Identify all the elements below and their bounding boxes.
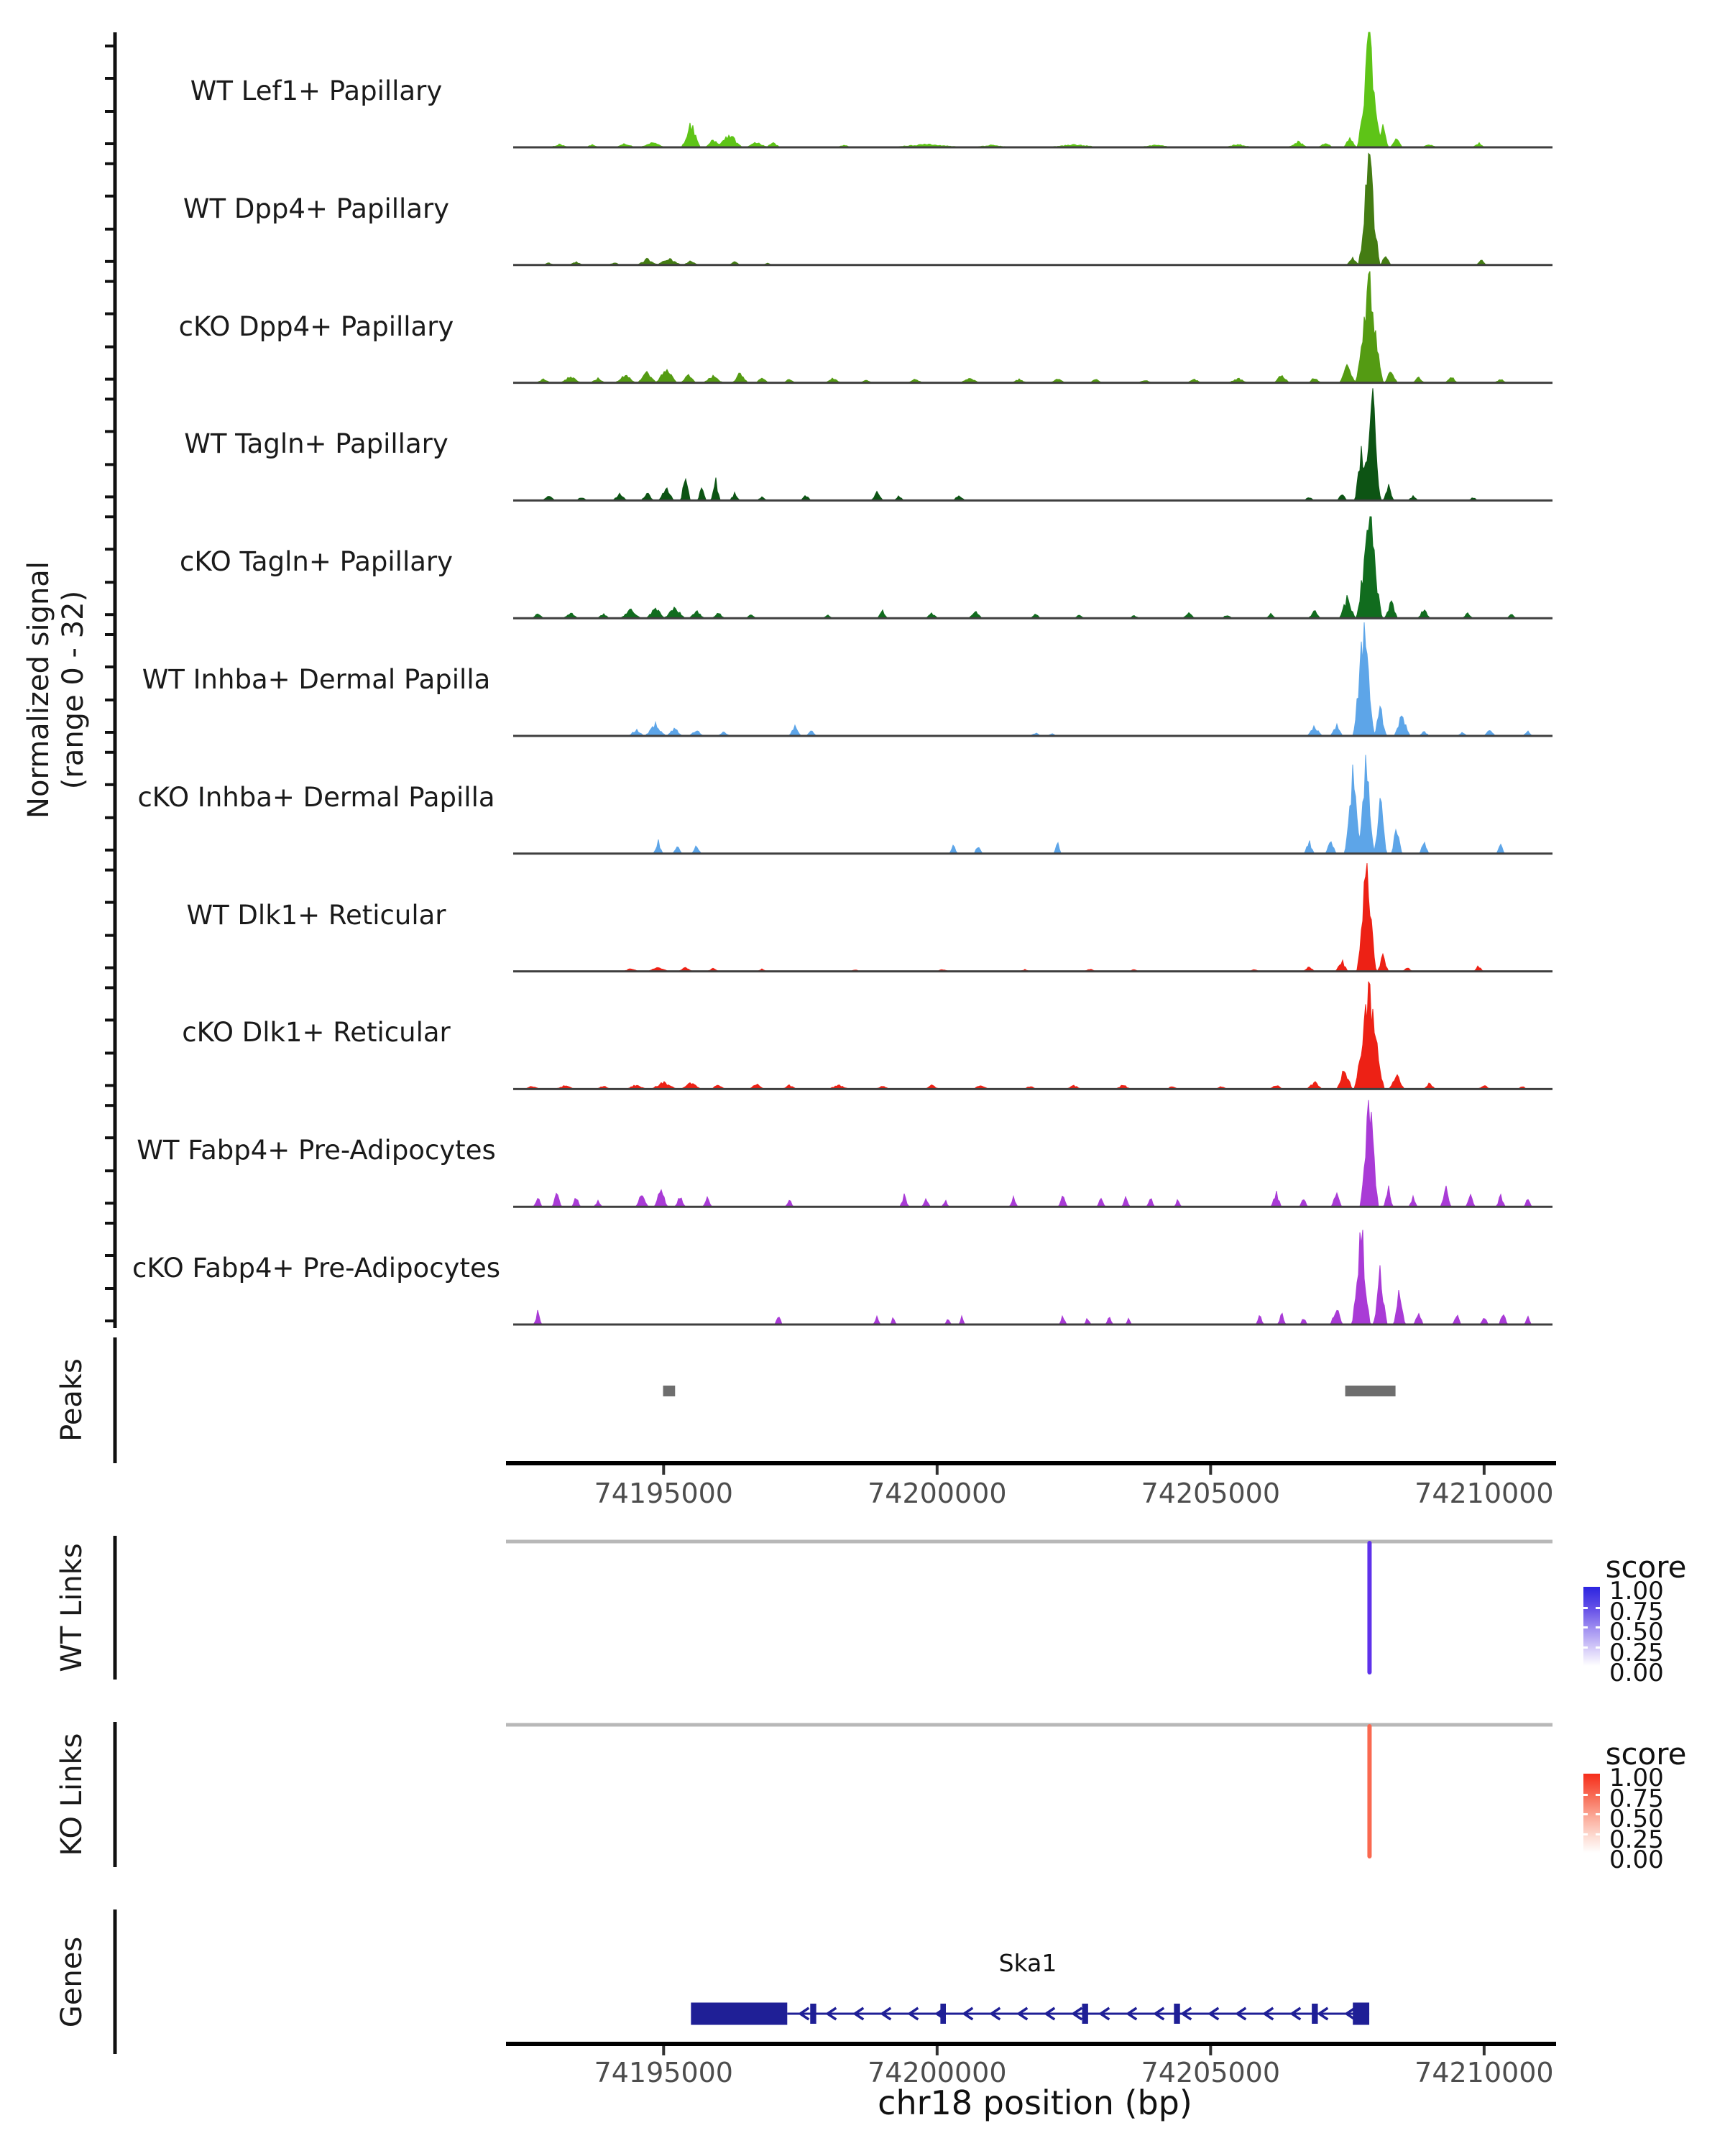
coverage-trace xyxy=(513,863,1552,972)
coverage-trace xyxy=(513,1100,1552,1207)
gene-strand-arrow xyxy=(989,2007,1001,2021)
gene-strand-arrow xyxy=(1180,2007,1192,2021)
x-axis-label: chr18 position (bp) xyxy=(878,2083,1192,2122)
legend-bar-tick xyxy=(1583,1793,1588,1796)
x-tick-label: 74205000 xyxy=(1141,2057,1281,2088)
gene-exon-tick xyxy=(810,2004,816,2024)
track-label: WT Lef1+ Papillary xyxy=(190,75,443,106)
legend-bar-tick xyxy=(1596,1833,1600,1835)
track-label: WT Dlk1+ Reticular xyxy=(186,899,446,931)
legend-tick-label: 1.00 xyxy=(1609,1764,1664,1792)
track-label: cKO Inhba+ Dermal Papilla xyxy=(137,781,495,813)
coverage-trace xyxy=(513,981,1552,1089)
x-tick-label: 74195000 xyxy=(594,2057,733,2088)
gene-strand-arrow xyxy=(1071,2007,1083,2021)
gene-name-label: Ska1 xyxy=(998,1949,1057,1977)
genes-section-label: Genes xyxy=(55,1936,88,2028)
gene-strand-arrow xyxy=(852,2007,865,2021)
track-label: WT Inhba+ Dermal Papilla xyxy=(142,664,491,695)
track-label: WT Dpp4+ Papillary xyxy=(183,193,450,224)
gene-strand-arrow xyxy=(1344,2007,1356,2021)
legend-tick-label: 0.00 xyxy=(1609,1846,1664,1874)
gene-strand-arrow xyxy=(880,2007,892,2021)
legend-tick-label: 0.50 xyxy=(1609,1618,1664,1646)
legend-tick-label: 0.00 xyxy=(1609,1659,1664,1687)
gene-exon-tick xyxy=(1312,2004,1318,2024)
coverage-trace xyxy=(513,32,1552,148)
gene-strand-arrow xyxy=(1044,2007,1056,2021)
gene-strand-arrow xyxy=(798,2007,810,2021)
x-tick-label: 74210000 xyxy=(1414,2057,1554,2088)
wt-links-section-label: WT Links xyxy=(55,1543,88,1672)
legend-bar-tick xyxy=(1596,1606,1600,1609)
legend-bar-tick xyxy=(1596,1813,1600,1815)
x-tick-label: 74195000 xyxy=(594,1478,733,1509)
gene-strand-arrow xyxy=(1098,2007,1110,2021)
legend-bar-tick xyxy=(1596,1626,1600,1628)
legend-bar-tick xyxy=(1583,1626,1588,1628)
gene-strand-arrow xyxy=(907,2007,919,2021)
coverage-trace xyxy=(513,388,1552,501)
x-tick-label: 74210000 xyxy=(1414,1478,1554,1509)
legend-tick-label: 0.25 xyxy=(1609,1638,1664,1667)
peak-interval xyxy=(1345,1386,1396,1396)
gene-strand-arrow xyxy=(1289,2007,1302,2021)
coverage-trace xyxy=(513,516,1552,619)
ko-links-section-label: KO Links xyxy=(55,1733,88,1856)
gene-strand-arrow xyxy=(1235,2007,1247,2021)
coverage-trace xyxy=(513,755,1552,854)
gene-exon-box xyxy=(1353,2002,1370,2025)
track-label: cKO Fabp4+ Pre-Adipocytes xyxy=(132,1253,500,1284)
legend-bar-tick xyxy=(1596,1793,1600,1796)
gene-exon-tick xyxy=(1174,2004,1180,2024)
coverage-trace xyxy=(513,152,1552,266)
x-tick-label: 74205000 xyxy=(1141,1478,1281,1509)
legend-tick-label: 0.75 xyxy=(1609,1597,1664,1626)
gene-strand-arrow xyxy=(962,2007,974,2021)
legend-bar-tick xyxy=(1583,1813,1588,1815)
gene-strand-arrow xyxy=(1016,2007,1029,2021)
gene-strand-arrow xyxy=(825,2007,837,2021)
track-label: cKO Dlk1+ Reticular xyxy=(182,1017,451,1049)
gene-exon-tick xyxy=(1082,2004,1088,2024)
gene-strand-arrow xyxy=(1208,2007,1220,2021)
coverage-trace xyxy=(513,622,1552,737)
legend-tick-label: 0.50 xyxy=(1609,1805,1664,1833)
legend-tick-label: 0.25 xyxy=(1609,1825,1664,1854)
peaks-section-label: Peaks xyxy=(55,1358,88,1442)
legend-bar-tick xyxy=(1583,1606,1588,1609)
gene-strand-arrow xyxy=(1262,2007,1274,2021)
x-tick-label: 74200000 xyxy=(868,1478,1007,1509)
track-label: WT Tagln+ Papillary xyxy=(184,428,448,460)
legend-bar-tick xyxy=(1583,1646,1588,1649)
peak-interval xyxy=(663,1386,676,1396)
legend-bar-tick xyxy=(1596,1646,1600,1649)
track-label: cKO Tagln+ Papillary xyxy=(179,546,454,578)
legend-bar-tick xyxy=(1583,1833,1588,1835)
track-label: WT Fabp4+ Pre-Adipocytes xyxy=(137,1135,496,1166)
gene-strand-arrow xyxy=(1153,2007,1165,2021)
y-axis-label: Normalized signal (range 0 - 32) xyxy=(22,561,90,819)
gene-strand-arrow xyxy=(1317,2007,1329,2021)
wt-links-legend-title: score xyxy=(1605,1549,1687,1585)
coverage-trace xyxy=(513,1230,1552,1325)
gene-strand-arrow xyxy=(1126,2007,1138,2021)
legend-tick-label: 0.75 xyxy=(1609,1784,1664,1813)
ko-links-legend-title: score xyxy=(1605,1736,1687,1772)
gene-exon-box xyxy=(691,2002,788,2025)
track-label: cKO Dpp4+ Papillary xyxy=(178,310,454,342)
legend-tick-label: 1.00 xyxy=(1609,1577,1664,1606)
coverage-trace xyxy=(513,271,1552,384)
x-tick-label: 74200000 xyxy=(868,2057,1007,2088)
gene-exon-tick xyxy=(940,2004,946,2024)
